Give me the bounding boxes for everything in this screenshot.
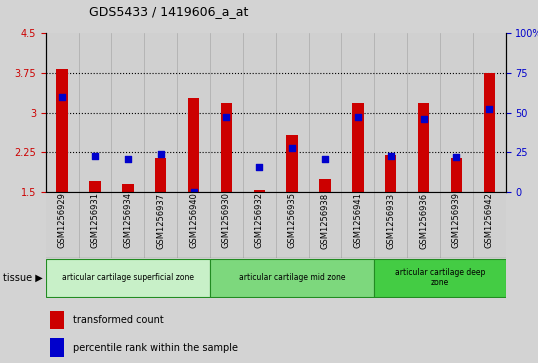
Bar — [56, 69, 68, 192]
Bar — [51, 338, 64, 357]
Bar — [451, 158, 462, 192]
Bar — [440, 192, 473, 258]
Text: GSM1256935: GSM1256935 — [288, 192, 296, 248]
Point — [58, 94, 67, 99]
Bar — [407, 192, 440, 258]
Point — [452, 154, 461, 160]
Bar — [253, 190, 265, 192]
FancyBboxPatch shape — [46, 258, 210, 297]
Text: GDS5433 / 1419606_a_at: GDS5433 / 1419606_a_at — [89, 5, 248, 18]
Bar — [407, 33, 440, 192]
Point — [222, 114, 231, 120]
Text: GSM1256936: GSM1256936 — [419, 192, 428, 249]
Point — [419, 116, 428, 122]
Text: GSM1256939: GSM1256939 — [452, 192, 461, 248]
Point — [255, 164, 264, 170]
Text: percentile rank within the sample: percentile rank within the sample — [73, 343, 238, 352]
Bar — [188, 98, 200, 192]
Bar — [221, 103, 232, 192]
Text: GSM1256938: GSM1256938 — [321, 192, 329, 249]
Text: GSM1256933: GSM1256933 — [386, 192, 395, 249]
Bar — [79, 192, 111, 258]
Bar — [484, 73, 495, 192]
Text: GSM1256941: GSM1256941 — [353, 192, 363, 248]
Point — [124, 156, 132, 162]
Bar — [111, 192, 144, 258]
Point — [386, 153, 395, 159]
Bar — [210, 192, 243, 258]
Bar — [385, 155, 397, 192]
Point — [353, 114, 362, 120]
Bar — [342, 192, 374, 258]
Point — [91, 153, 100, 159]
Text: GSM1256932: GSM1256932 — [255, 192, 264, 248]
Bar — [51, 310, 64, 329]
Point — [485, 106, 493, 112]
Bar — [210, 33, 243, 192]
Bar — [122, 184, 133, 192]
Bar — [177, 33, 210, 192]
Bar — [177, 192, 210, 258]
Bar — [374, 192, 407, 258]
Bar — [155, 158, 166, 192]
Text: GSM1256934: GSM1256934 — [123, 192, 132, 248]
Point — [321, 156, 329, 162]
Bar — [473, 192, 506, 258]
Bar — [374, 33, 407, 192]
FancyBboxPatch shape — [374, 258, 506, 297]
Text: articular cartilage deep
zone: articular cartilage deep zone — [395, 268, 485, 287]
Bar — [243, 192, 275, 258]
Text: articular cartilage mid zone: articular cartilage mid zone — [239, 273, 345, 282]
Bar — [243, 33, 275, 192]
Bar — [144, 33, 177, 192]
Text: GSM1256929: GSM1256929 — [58, 192, 67, 248]
Bar — [144, 192, 177, 258]
Bar — [46, 33, 79, 192]
Text: GSM1256937: GSM1256937 — [156, 192, 165, 249]
Bar — [309, 192, 342, 258]
Bar — [342, 33, 374, 192]
Text: GSM1256942: GSM1256942 — [485, 192, 494, 248]
Text: tissue ▶: tissue ▶ — [3, 273, 43, 283]
Bar — [89, 181, 101, 192]
Point — [157, 151, 165, 157]
Point — [189, 189, 198, 195]
Text: GSM1256931: GSM1256931 — [90, 192, 100, 248]
Text: GSM1256940: GSM1256940 — [189, 192, 198, 248]
Bar — [275, 192, 309, 258]
FancyBboxPatch shape — [210, 258, 374, 297]
Bar — [46, 192, 79, 258]
Point — [288, 145, 296, 151]
Bar — [275, 33, 309, 192]
Bar — [473, 33, 506, 192]
Bar — [352, 103, 364, 192]
Text: GSM1256930: GSM1256930 — [222, 192, 231, 248]
Bar — [418, 103, 429, 192]
Text: articular cartilage superficial zone: articular cartilage superficial zone — [62, 273, 194, 282]
Bar — [309, 33, 342, 192]
Text: transformed count: transformed count — [73, 315, 164, 325]
Bar — [79, 33, 111, 192]
Bar — [286, 135, 298, 192]
Bar — [111, 33, 144, 192]
Bar — [440, 33, 473, 192]
Bar — [319, 179, 331, 192]
